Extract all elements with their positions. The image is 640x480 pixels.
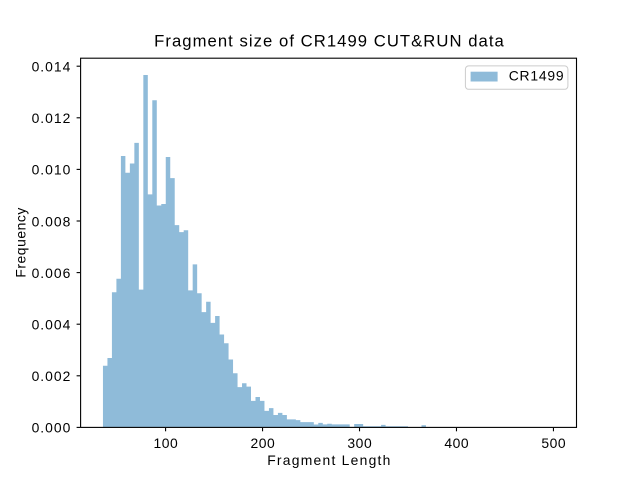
svg-text:0.004: 0.004 (32, 317, 72, 333)
svg-text:300: 300 (347, 435, 372, 451)
svg-text:0.000: 0.000 (32, 420, 72, 436)
svg-text:Frequency: Frequency (13, 207, 29, 278)
svg-text:0.014: 0.014 (32, 59, 72, 75)
svg-text:0.010: 0.010 (32, 162, 72, 178)
svg-text:400: 400 (444, 435, 469, 451)
svg-text:0.012: 0.012 (32, 110, 72, 126)
svg-text:CR1499: CR1499 (509, 68, 565, 84)
svg-text:Fragment size of CR1499 CUT&RU: Fragment size of CR1499 CUT&RUN data (154, 32, 505, 51)
svg-text:100: 100 (153, 435, 178, 451)
svg-text:0.006: 0.006 (32, 265, 72, 281)
svg-text:0.008: 0.008 (32, 213, 72, 229)
svg-text:500: 500 (541, 435, 566, 451)
svg-text:0.002: 0.002 (32, 368, 72, 384)
svg-text:200: 200 (250, 435, 275, 451)
svg-text:Fragment Length: Fragment Length (267, 452, 391, 468)
